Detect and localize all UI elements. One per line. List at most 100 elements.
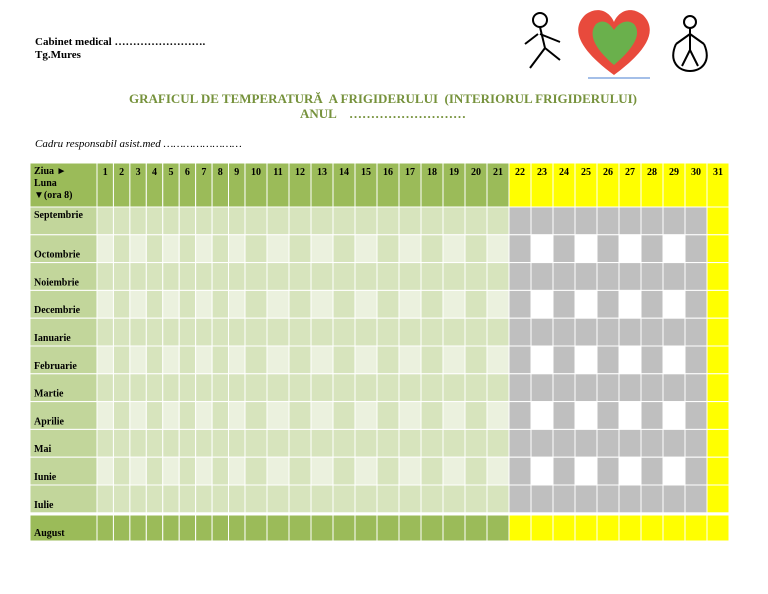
day-cell <box>162 206 180 236</box>
day-label: 2 <box>119 167 124 178</box>
day-cell <box>178 262 197 291</box>
day-cell <box>442 401 466 430</box>
day-cell <box>310 234 334 264</box>
day-cell <box>354 456 378 486</box>
day-cell <box>618 262 642 291</box>
day-cell <box>145 234 164 264</box>
day-cell <box>398 484 422 514</box>
day-cell <box>662 289 686 319</box>
day-cell <box>684 456 708 486</box>
day-cell <box>112 234 131 264</box>
day-cell <box>244 484 268 514</box>
day-cell <box>288 514 312 542</box>
day-cell <box>96 234 114 264</box>
day-cell <box>420 401 444 430</box>
day-cell <box>596 234 620 264</box>
day-cell <box>442 206 466 236</box>
day-cell <box>195 514 213 542</box>
day-cell <box>574 206 598 236</box>
day-label: 6 <box>185 167 190 178</box>
day-cell <box>266 206 290 236</box>
day-cell <box>162 373 180 403</box>
day-cell <box>508 514 532 542</box>
month-label: Ianuarie <box>34 333 71 344</box>
day-cell <box>640 262 664 291</box>
day-cell <box>442 289 466 319</box>
day-cell <box>618 428 642 458</box>
month-cell <box>29 262 98 291</box>
day-cell <box>129 514 147 542</box>
day-cell <box>211 289 230 319</box>
day-cell <box>288 428 312 458</box>
day-cell <box>574 317 598 347</box>
day-cell <box>618 514 642 542</box>
day-cell <box>640 373 664 403</box>
day-cell <box>486 234 510 264</box>
day-cell <box>354 373 378 403</box>
day-cell <box>596 428 620 458</box>
day-cell <box>332 401 356 430</box>
day-cell <box>552 345 576 375</box>
day-cell <box>398 514 422 542</box>
day-cell <box>96 206 114 236</box>
day-cell <box>228 317 246 347</box>
day-cell <box>486 206 510 236</box>
day-cell <box>706 428 730 458</box>
day-cell <box>398 262 422 291</box>
day-cell <box>508 289 532 319</box>
day-cell <box>376 401 400 430</box>
day-cell <box>398 317 422 347</box>
day-cell <box>640 428 664 458</box>
day-cell <box>618 234 642 264</box>
day-cell <box>195 317 213 347</box>
day-cell <box>376 514 400 542</box>
day-cell <box>530 206 554 236</box>
day-cell <box>228 428 246 458</box>
day-cell <box>508 206 532 236</box>
day-cell <box>508 456 532 486</box>
day-cell <box>211 234 230 264</box>
day-label: 28 <box>647 167 657 178</box>
table: Ziua ►Luna▼(ora 8)1 2 3 4 5 6 7 8 9 10 11 12 13 14 15 1… <box>29 162 730 542</box>
day-cell <box>228 514 246 542</box>
day-cell <box>354 345 378 375</box>
day-cell <box>640 289 664 319</box>
day-cell <box>310 401 334 430</box>
day-cell <box>684 373 708 403</box>
day-cell <box>244 428 268 458</box>
day-cell <box>310 262 334 291</box>
day-cell <box>96 514 114 542</box>
day-cell <box>112 401 131 430</box>
day-cell <box>442 345 466 375</box>
day-cell <box>332 234 356 264</box>
day-cell <box>530 373 554 403</box>
day-cell <box>596 345 620 375</box>
day-cell <box>442 428 466 458</box>
day-cell <box>706 373 730 403</box>
day-cell <box>96 484 114 514</box>
day-cell <box>145 428 164 458</box>
day-cell <box>211 401 230 430</box>
day-cell <box>376 317 400 347</box>
day-cell <box>640 345 664 375</box>
day-cell <box>596 484 620 514</box>
day-cell <box>376 345 400 375</box>
day-cell <box>376 262 400 291</box>
day-cell <box>195 456 213 486</box>
day-cell <box>129 428 147 458</box>
day-cell <box>112 289 131 319</box>
day-cell <box>618 456 642 486</box>
day-cell <box>376 456 400 486</box>
day-cell <box>640 206 664 236</box>
day-cell <box>178 428 197 458</box>
day-cell <box>129 484 147 514</box>
day-cell <box>96 456 114 486</box>
day-cell <box>508 317 532 347</box>
day-label: 11 <box>273 167 282 178</box>
day-cell <box>464 514 488 542</box>
day-cell <box>228 373 246 403</box>
day-cell <box>162 456 180 486</box>
day-cell <box>662 514 686 542</box>
day-cell <box>684 289 708 319</box>
day-cell <box>332 428 356 458</box>
